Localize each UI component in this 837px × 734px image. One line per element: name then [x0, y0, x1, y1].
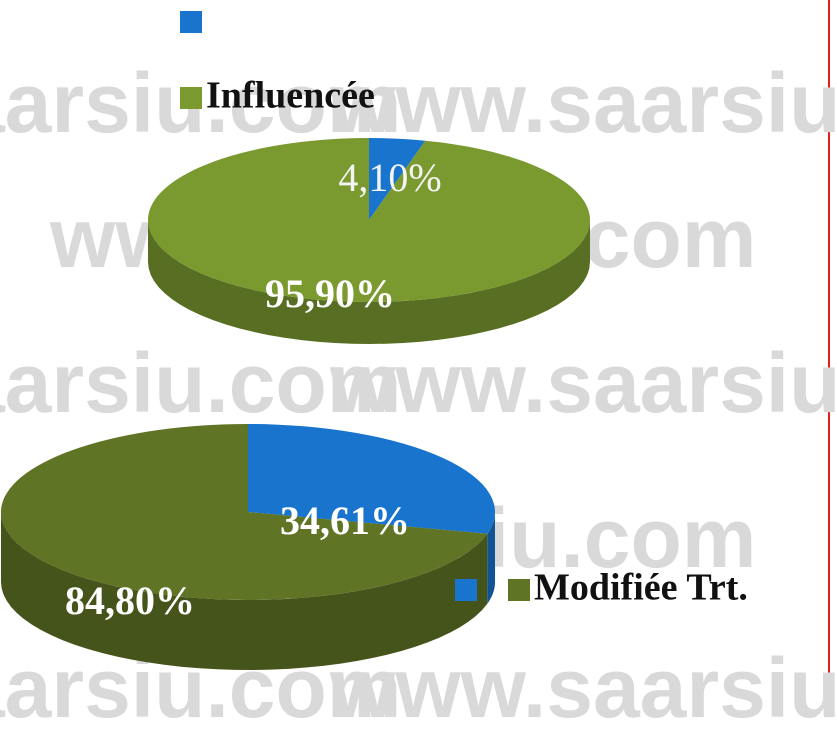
slice: [1, 424, 488, 601]
watermark: www.saarsiu.com: [329, 56, 837, 150]
slice: [369, 138, 426, 220]
legend-swatch: [455, 579, 477, 601]
legend-label: Modifiée Trt.: [534, 567, 748, 609]
watermark: www.saarsiu.com: [0, 336, 402, 430]
slice-side: [487, 512, 495, 604]
data-label: 84,80%: [65, 578, 195, 623]
data-label: 4,10%: [338, 155, 441, 200]
watermark: www.saarsiu.com: [329, 641, 837, 734]
slice: [248, 424, 495, 534]
legend-swatch: [508, 579, 530, 601]
slice-side: [148, 220, 590, 344]
legend-label: Influencée: [206, 75, 375, 117]
legend-swatch: [180, 11, 202, 33]
data-label: 34,61%: [280, 498, 410, 543]
slice: [148, 137, 591, 302]
watermark: www.saarsiu.com: [329, 336, 837, 430]
data-label: 95,90%: [265, 271, 395, 316]
legend-swatch: [180, 87, 202, 109]
slice-side: [1, 512, 488, 670]
